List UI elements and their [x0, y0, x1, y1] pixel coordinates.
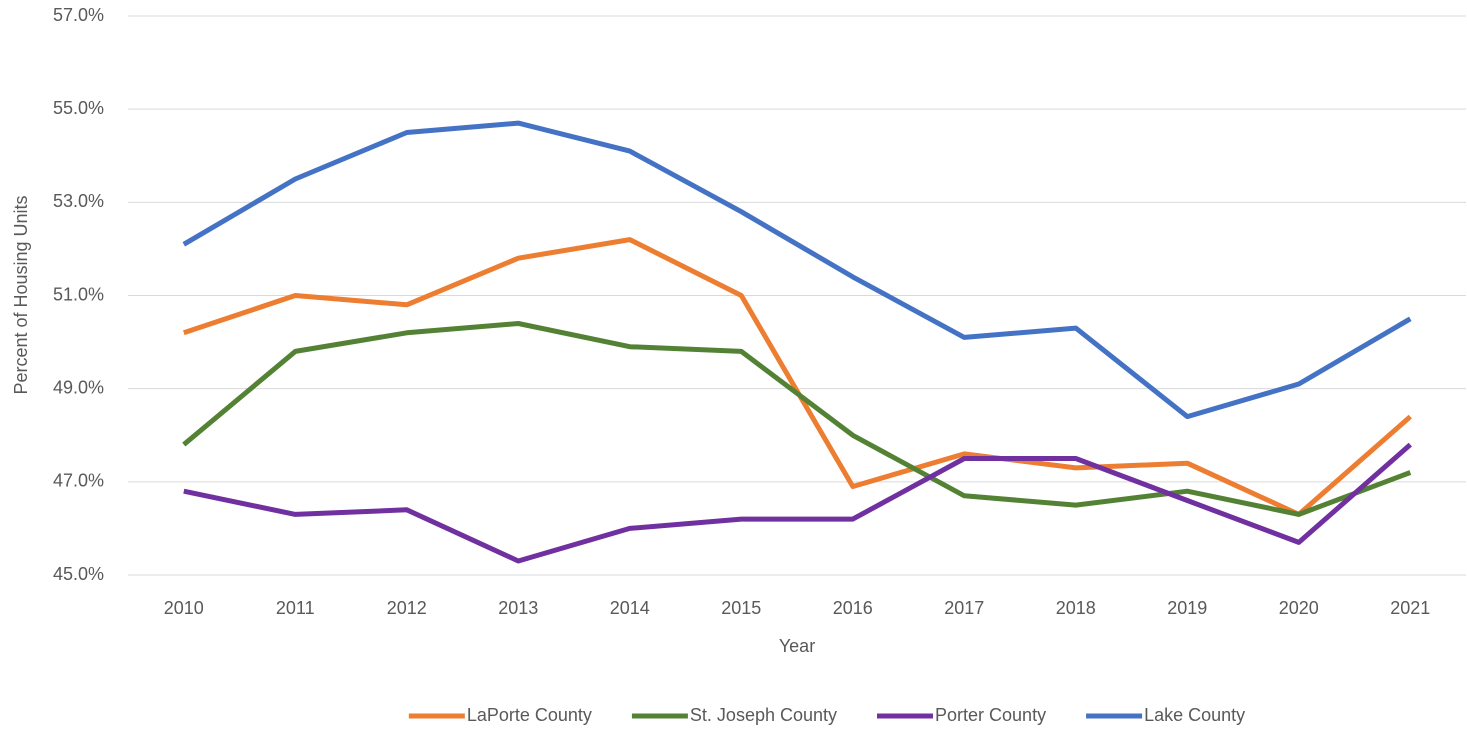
y-tick-label: 55.0% [53, 98, 104, 118]
y-axis-title: Percent of Housing Units [11, 195, 31, 394]
x-axis-title: Year [779, 636, 815, 656]
series-line [183, 237, 1412, 517]
series-line [183, 442, 1412, 564]
legend-label: Lake County [1144, 705, 1245, 725]
x-tick-label: 2020 [1279, 598, 1319, 618]
x-tick-label: 2017 [944, 598, 984, 618]
legend-label: Porter County [935, 705, 1046, 725]
y-tick-label: 51.0% [53, 284, 104, 304]
y-tick-label: 47.0% [53, 471, 104, 491]
legend-label: St. Joseph County [690, 705, 837, 725]
y-tick-label: 45.0% [53, 564, 104, 584]
x-tick-label: 2016 [833, 598, 873, 618]
legend-label: LaPorte County [467, 705, 592, 725]
x-tick-label: 2021 [1390, 598, 1430, 618]
x-tick-label: 2011 [276, 598, 315, 618]
x-tick-label: 2010 [164, 598, 204, 618]
x-tick-label: 2014 [610, 598, 650, 618]
series-line [182, 321, 1412, 517]
y-tick-label: 49.0% [53, 377, 104, 397]
x-tick-label: 2015 [721, 598, 761, 618]
x-tick-label: 2013 [498, 598, 538, 618]
x-tick-label: 2019 [1167, 598, 1207, 618]
y-tick-label: 53.0% [53, 191, 104, 211]
x-tick-label: 2018 [1056, 598, 1096, 618]
y-tick-label: 57.0% [53, 5, 104, 25]
series-line [182, 120, 1412, 420]
x-tick-label: 2012 [387, 598, 427, 618]
